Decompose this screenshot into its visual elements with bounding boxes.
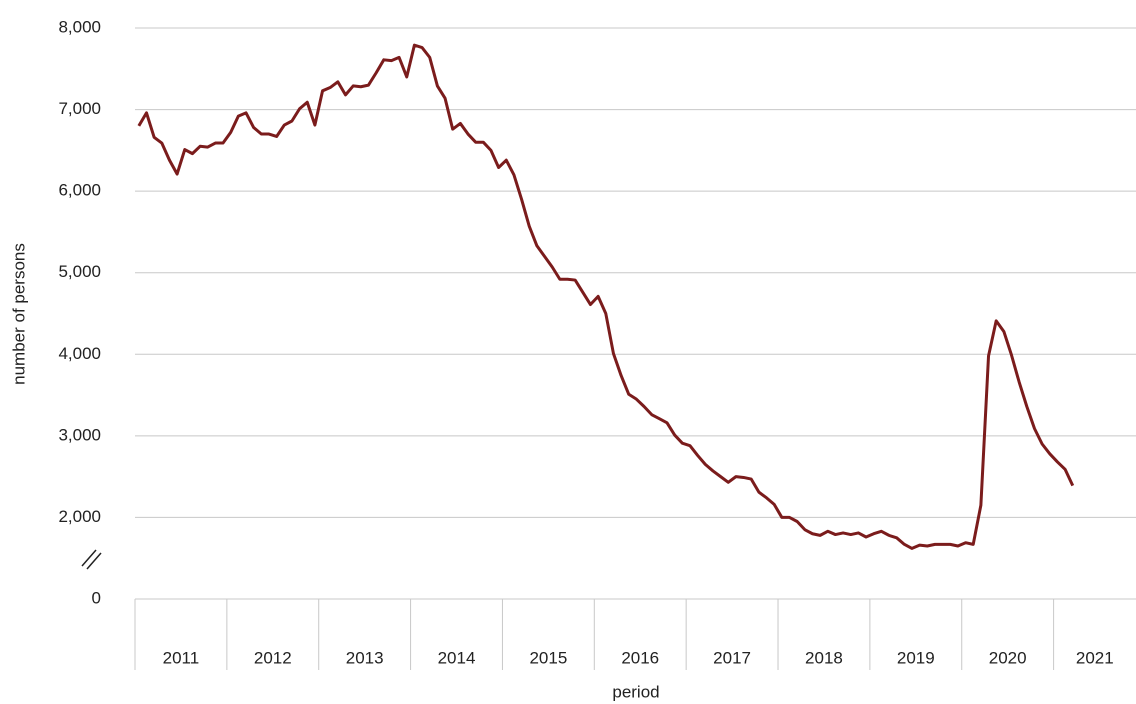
y-tick-label: 7,000 — [58, 99, 101, 118]
x-tick-label: 2013 — [346, 648, 384, 667]
x-tick-label: 2019 — [897, 648, 935, 667]
break-stroke — [86, 552, 102, 570]
x-tick-label: 2021 — [1076, 648, 1114, 667]
y-tick-label: 6,000 — [58, 181, 101, 200]
y-tick-label: 0 — [92, 588, 101, 607]
axis-break — [81, 549, 102, 570]
x-tick-label: 2015 — [529, 648, 567, 667]
x-tick-label: 2017 — [713, 648, 751, 667]
y-tick-label: 8,000 — [58, 17, 101, 36]
x-tick-label: 2016 — [621, 648, 659, 667]
y-tick-label: 5,000 — [58, 262, 101, 281]
y-axis-label: number of persons — [9, 243, 28, 385]
y-tick-label: 2,000 — [58, 507, 101, 526]
x-tick-label: 2020 — [989, 648, 1027, 667]
break-stroke — [81, 549, 97, 567]
x-tick-label: 2014 — [438, 648, 476, 667]
line-series — [137, 43, 1075, 550]
y-tick-label: 3,000 — [58, 425, 101, 444]
x-axis-label: period — [612, 682, 659, 701]
y-tick-label: 4,000 — [58, 344, 101, 363]
x-tick-label: 2011 — [163, 648, 200, 667]
x-tick-label: 2012 — [254, 648, 292, 667]
x-tick-label: 2018 — [805, 648, 843, 667]
